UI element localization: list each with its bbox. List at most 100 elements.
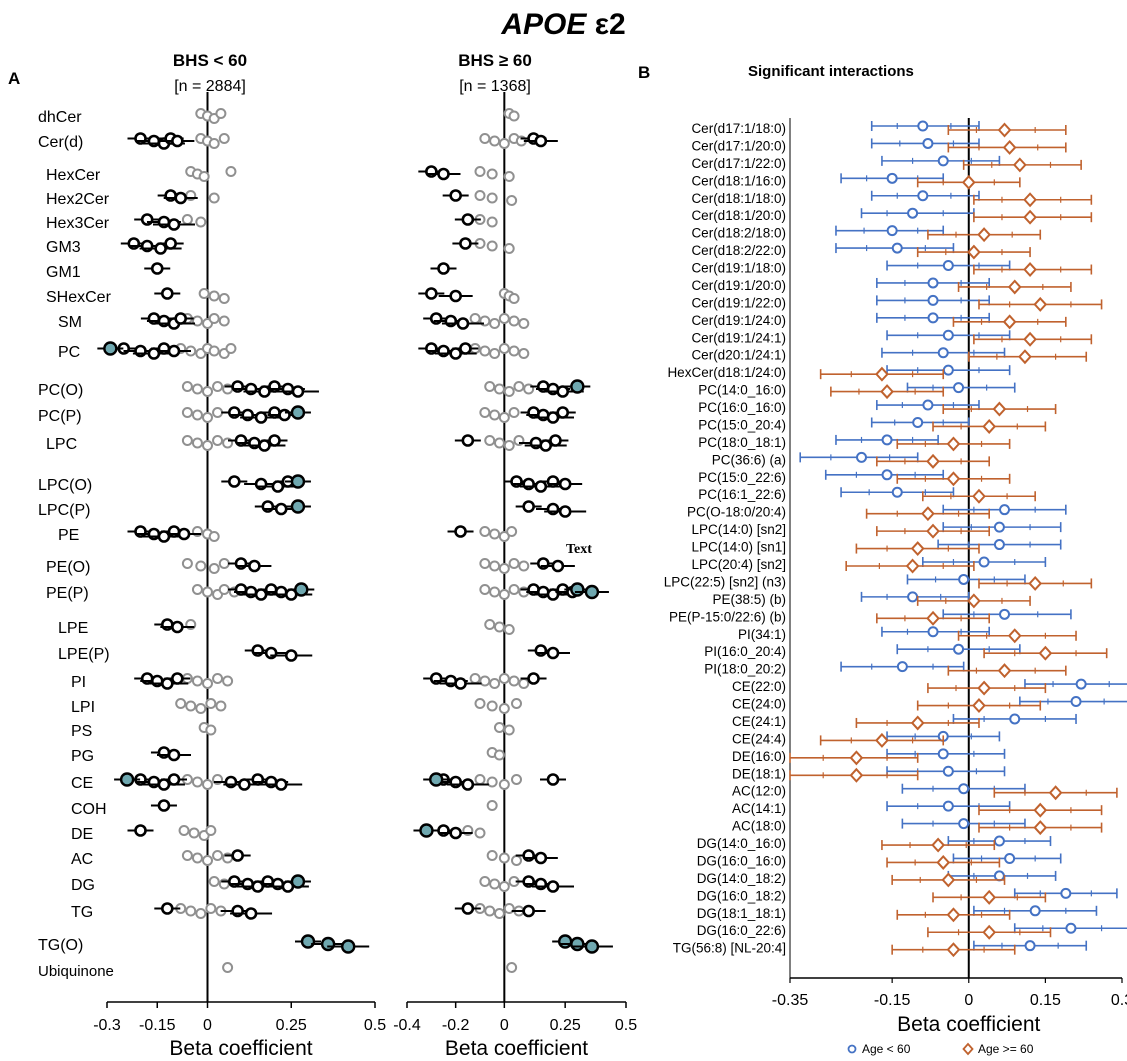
estimate-point — [967, 244, 981, 260]
nonsignificant-point — [208, 290, 220, 302]
x-tick-label: 0.3 — [1111, 992, 1127, 1009]
estimate-point — [927, 312, 939, 324]
nonsignificant-point — [493, 722, 505, 733]
lipid-species-label: LPC(14:0) [sn1] — [691, 540, 786, 555]
estimate-point — [993, 539, 1005, 551]
nonsignificant-point — [205, 903, 217, 914]
significant-point — [254, 411, 268, 424]
estimate-point — [1075, 678, 1087, 690]
panel-a-letter: A — [8, 69, 20, 88]
nonsignificant-point — [208, 345, 220, 357]
lipid-species-label: CE(24:1) — [732, 714, 786, 729]
estimate-point — [1038, 645, 1053, 661]
highlight-point — [320, 936, 336, 952]
significant-point — [171, 620, 184, 634]
nonsignificant-point — [212, 435, 224, 446]
significant-point — [174, 312, 187, 325]
lipid-species-label: Cer(d19:1/24:1) — [691, 330, 786, 345]
lipid-class-label: PC — [58, 344, 80, 361]
lipid-class-label: DE — [71, 826, 93, 843]
lipid-class-label: Ubiquinone — [38, 963, 114, 980]
x-tick-label: -0.35 — [772, 992, 809, 1009]
estimate-point — [1004, 852, 1016, 864]
significant-point — [171, 672, 184, 685]
lipid-class-label: TG(O) — [38, 937, 83, 954]
nonsignificant-point — [498, 138, 510, 149]
significant-point — [449, 826, 462, 840]
nonsignificant-point — [498, 852, 510, 864]
nonsignificant-point — [498, 563, 510, 574]
lipid-species-label: Cer(d19:1/18:0) — [691, 261, 786, 276]
significant-point — [284, 649, 298, 662]
estimate-point — [881, 469, 893, 481]
nonsignificant-point — [498, 589, 510, 600]
estimate-point — [978, 556, 990, 568]
lipid-class-label: TG — [71, 904, 93, 921]
x-axis-title: Beta coefficient — [169, 1037, 312, 1060]
significant-point — [461, 778, 475, 791]
nonsignificant-point — [195, 216, 207, 228]
lipid-class-label: Hex3Cer — [46, 215, 110, 232]
nonsignificant-point — [202, 678, 213, 689]
estimate-point — [997, 663, 1012, 679]
significant-point — [527, 672, 540, 685]
highlight-point — [341, 939, 356, 954]
lipid-species-label: CE(22:0) — [732, 679, 786, 694]
highlight-point — [570, 936, 585, 952]
nonsignificant-point — [484, 381, 496, 392]
nonsignificant-point — [191, 383, 203, 395]
lipid-species-label: TG(56:8) [NL-20:4] — [673, 941, 786, 956]
forest-plot-1: BHS < 60 [n = 2884] -0.3 -0.15 0 0.25 0.5 Beta … — [93, 51, 386, 1060]
nonsignificant-point — [205, 698, 217, 709]
estimate-point — [910, 541, 925, 557]
estimate-point — [997, 122, 1012, 138]
nonsignificant-point — [191, 409, 203, 421]
x-tick-label: -0.2 — [442, 1017, 470, 1034]
nonsignificant-point — [498, 412, 510, 423]
x-tick-label: -0.15 — [139, 1017, 176, 1034]
estimate-point — [1033, 802, 1048, 818]
estimate-point — [1065, 922, 1077, 934]
legend-label: Age >= 60 — [978, 1042, 1034, 1056]
nonsignificant-point — [474, 166, 486, 177]
significant-point — [534, 134, 548, 148]
highlight-point — [584, 939, 600, 954]
lipid-species-label: Cer(d18:2/22:0) — [691, 243, 786, 258]
highlight-point — [429, 772, 444, 787]
lipid-class-label: LPE — [58, 620, 88, 637]
x-tick-label: 0 — [203, 1017, 212, 1034]
lipid-species-label: AC(12:0) — [732, 784, 786, 799]
legend-label: Age < 60 — [862, 1042, 911, 1056]
x-tick-label: -0.3 — [93, 1017, 121, 1034]
significant-point — [449, 347, 462, 360]
significant-point — [449, 289, 462, 303]
estimate-point — [993, 835, 1005, 847]
x-tick-label: 0 — [500, 1017, 509, 1034]
nonsignificant-point — [503, 724, 515, 736]
nonsignificant-point — [503, 903, 515, 914]
nonsignificant-point — [208, 531, 220, 542]
estimate-point — [849, 750, 864, 766]
significant-point — [456, 317, 470, 330]
significant-point — [150, 262, 164, 275]
estimate-point — [922, 137, 934, 149]
highlight-point — [290, 405, 306, 420]
estimate-point — [1048, 785, 1063, 801]
nonsignificant-point — [218, 558, 230, 569]
x-tick-label: 0 — [964, 992, 973, 1009]
lipid-species-label: CE(24:4) — [732, 731, 786, 746]
estimate-point — [922, 399, 934, 411]
nonsignificant-point — [518, 318, 530, 329]
nonsignificant-point — [218, 133, 230, 144]
lipid-species-label: PE(P-15:0/22:6) (b) — [669, 609, 786, 624]
estimate-point — [967, 593, 981, 609]
nonsignificant-point — [493, 383, 505, 395]
estimate-point — [937, 347, 949, 359]
plot-title: BHS < 60 — [173, 51, 247, 70]
nonsignificant-point — [202, 412, 213, 423]
estimate-point — [942, 260, 954, 272]
highlight-point — [300, 934, 316, 949]
nonsignificant-point — [181, 381, 193, 392]
nonsignificant-point — [489, 348, 501, 359]
